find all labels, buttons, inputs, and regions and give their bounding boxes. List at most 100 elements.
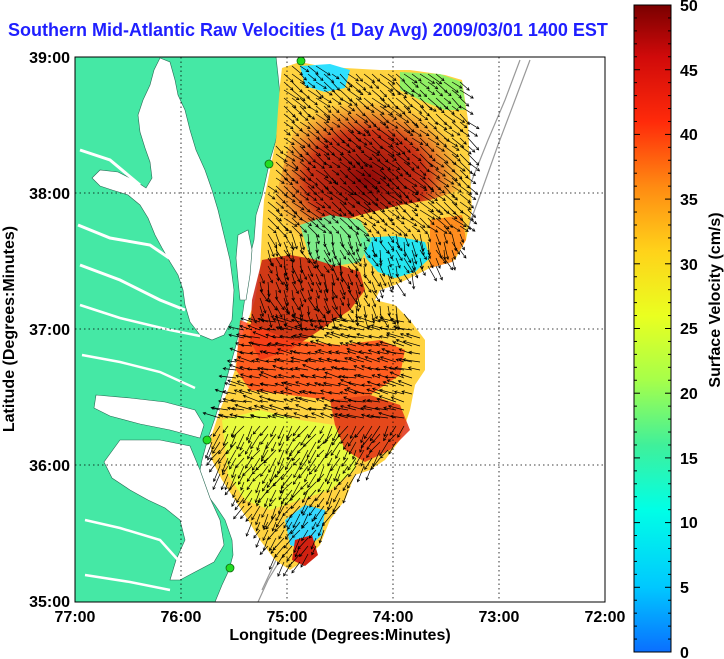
velocity-arrow xyxy=(347,209,355,217)
velocity-arrow xyxy=(379,273,387,287)
velocity-arrow xyxy=(361,383,373,387)
velocity-arrow xyxy=(411,225,421,233)
velocity-arrow xyxy=(331,193,347,205)
velocity-arrow xyxy=(239,365,253,371)
velocity-arrow xyxy=(316,473,325,483)
velocity-arrow xyxy=(267,313,273,329)
velocity-arrow xyxy=(212,441,221,454)
velocity-arrow xyxy=(353,390,373,395)
velocity-arrow xyxy=(323,201,332,209)
velocity-arrow xyxy=(411,257,417,271)
velocity-arrow xyxy=(315,137,329,148)
velocity-arrow xyxy=(298,333,317,339)
velocity-arrow xyxy=(291,233,298,250)
velocity-arrow xyxy=(222,433,229,447)
velocity-arrow xyxy=(451,89,462,99)
velocity-arrow xyxy=(270,505,277,520)
velocity-arrow xyxy=(217,399,229,403)
velocity-arrow xyxy=(242,334,261,339)
velocity-arrow xyxy=(443,217,453,228)
velocity-arrow xyxy=(283,381,301,387)
velocity-arrow xyxy=(419,81,430,90)
velocity-arrow xyxy=(267,257,274,267)
velocity-arrow xyxy=(240,317,253,323)
velocity-arrow xyxy=(339,177,347,185)
velocity-arrow xyxy=(323,375,333,379)
velocity-arrow xyxy=(236,433,245,450)
velocity-arrow xyxy=(245,513,253,522)
velocity-arrow xyxy=(268,497,277,507)
velocity-arrow xyxy=(287,521,293,530)
velocity-arrow xyxy=(274,382,285,387)
colorbar-tick-label: 0 xyxy=(680,645,689,659)
velocity-arrow xyxy=(295,381,309,387)
velocity-arrow xyxy=(259,281,264,293)
velocity-arrow xyxy=(459,137,467,145)
velocity-arrow xyxy=(379,89,388,98)
velocity-arrow xyxy=(379,313,389,329)
velocity-arrow xyxy=(291,561,301,574)
velocity-arrow xyxy=(378,395,397,403)
velocity-arrow xyxy=(275,169,289,181)
velocity-arrow xyxy=(291,314,309,323)
velocity-arrow xyxy=(443,89,452,97)
velocity-arrow xyxy=(271,441,277,452)
velocity-arrow xyxy=(306,382,317,387)
velocity-arrow xyxy=(403,129,414,136)
velocity-arrow xyxy=(326,342,341,347)
velocity-arrow xyxy=(267,185,278,193)
velocity-arrow xyxy=(278,529,285,540)
velocity-arrow xyxy=(333,465,341,482)
velocity-arrow xyxy=(333,489,341,503)
velocity-arrow xyxy=(369,425,381,442)
velocity-arrow xyxy=(331,145,344,156)
velocity-arrow xyxy=(299,81,310,89)
velocity-arrow xyxy=(419,201,435,213)
velocity-arrow xyxy=(419,113,429,121)
velocity-arrow xyxy=(377,318,389,323)
velocity-arrow xyxy=(315,398,325,403)
velocity-arrow xyxy=(251,359,261,363)
velocity-arrow xyxy=(278,326,293,331)
velocity-arrow xyxy=(267,241,275,258)
velocity-arrow xyxy=(387,241,395,252)
velocity-arrow xyxy=(355,209,364,218)
velocity-arrow xyxy=(315,185,324,193)
velocity-arrow xyxy=(331,433,341,446)
velocity-arrow xyxy=(259,366,277,371)
velocity-arrow xyxy=(330,441,341,457)
velocity-arrow xyxy=(387,281,393,293)
velocity-arrow xyxy=(381,348,397,355)
velocity-arrow xyxy=(291,177,299,184)
velocity-arrow xyxy=(459,145,472,155)
velocity-arrow xyxy=(233,505,245,520)
velocity-arrow xyxy=(363,153,373,161)
velocity-arrow xyxy=(443,81,459,93)
velocity-arrow xyxy=(435,249,447,265)
velocity-arrow xyxy=(262,513,269,529)
velocity-arrow xyxy=(222,397,237,403)
velocity-arrow xyxy=(376,397,389,403)
velocity-arrow xyxy=(254,489,261,504)
velocity-arrow xyxy=(289,367,301,371)
velocity-arrow xyxy=(403,177,418,187)
velocity-arrow xyxy=(451,185,462,193)
velocity-arrow xyxy=(405,332,421,339)
velocity-arrow xyxy=(435,73,445,82)
velocity-arrow xyxy=(245,521,253,537)
velocity-arrow xyxy=(427,137,440,146)
velocity-arrow xyxy=(333,481,341,491)
velocity-arrow xyxy=(317,319,333,323)
velocity-arrow xyxy=(323,334,333,339)
velocity-arrow xyxy=(323,403,341,411)
velocity-arrow xyxy=(365,465,373,481)
velocity-arrow xyxy=(226,359,237,363)
velocity-arrow xyxy=(352,449,357,460)
velocity-arrow xyxy=(419,169,427,176)
velocity-arrow xyxy=(318,357,333,363)
velocity-arrow xyxy=(323,305,329,315)
velocity-arrow xyxy=(451,257,457,271)
velocity-arrow xyxy=(395,73,406,82)
velocity-arrow xyxy=(325,489,333,506)
velocity-arrow xyxy=(230,398,245,403)
